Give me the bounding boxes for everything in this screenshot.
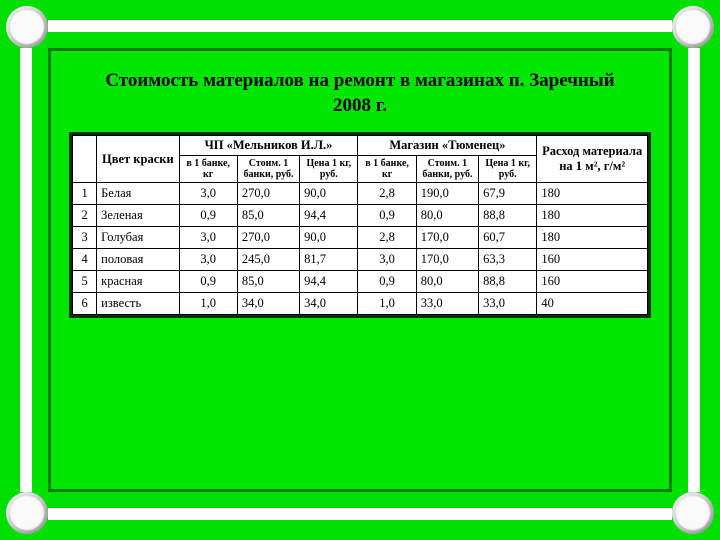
table-row: 1Белая3,0270,090,02,8190,067,9180 bbox=[73, 183, 648, 205]
cell-shop1-kg: 3,0 bbox=[179, 183, 237, 205]
cell-index: 1 bbox=[73, 183, 97, 205]
cell-consumption: 180 bbox=[537, 205, 648, 227]
cell-shop1-price: 94,4 bbox=[300, 271, 358, 293]
cell-shop1-cost: 270,0 bbox=[237, 227, 299, 249]
table-row: 4половая3,0245,081,73,0170,063,3160 bbox=[73, 249, 648, 271]
cell-shop1-price: 34,0 bbox=[300, 293, 358, 315]
cell-shop1-kg: 0,9 bbox=[179, 271, 237, 293]
col-shop1-price: Цена 1 кг, руб. bbox=[300, 156, 358, 183]
corner-rivet-top-left bbox=[6, 6, 48, 48]
materials-table: Цвет краски ЧП «Мельников И.Л.» Магазин … bbox=[72, 135, 648, 315]
corner-rivet-bottom-left bbox=[6, 492, 48, 534]
cell-index: 2 bbox=[73, 205, 97, 227]
materials-table-wrap: Цвет краски ЧП «Мельников И.Л.» Магазин … bbox=[69, 132, 651, 318]
content-panel: Стоимость материалов на ремонт в магазин… bbox=[48, 48, 672, 492]
col-shop1: ЧП «Мельников И.Л.» bbox=[179, 136, 358, 156]
frame-edge-left bbox=[20, 48, 32, 492]
frame-edge-bottom bbox=[48, 508, 672, 520]
cell-shop2-kg: 0,9 bbox=[358, 271, 416, 293]
col-color: Цвет краски bbox=[97, 136, 179, 183]
cell-shop1-kg: 0,9 bbox=[179, 205, 237, 227]
col-shop2-cost: Стоим. 1 банки, руб. bbox=[416, 156, 478, 183]
frame-edge-top bbox=[48, 20, 672, 32]
cell-shop2-cost: 190,0 bbox=[416, 183, 478, 205]
cell-shop1-cost: 245,0 bbox=[237, 249, 299, 271]
cell-shop1-kg: 3,0 bbox=[179, 227, 237, 249]
corner-rivet-bottom-right bbox=[672, 492, 714, 534]
cell-shop2-cost: 80,0 bbox=[416, 271, 478, 293]
col-index bbox=[73, 136, 97, 183]
cell-shop2-price: 33,0 bbox=[479, 293, 537, 315]
cell-shop2-price: 67,9 bbox=[479, 183, 537, 205]
cell-shop2-kg: 2,8 bbox=[358, 227, 416, 249]
cell-shop2-cost: 170,0 bbox=[416, 227, 478, 249]
cell-index: 4 bbox=[73, 249, 97, 271]
cell-shop1-kg: 3,0 bbox=[179, 249, 237, 271]
col-shop2-price: Цена 1 кг, руб. bbox=[479, 156, 537, 183]
cell-color: Зеленая bbox=[97, 205, 179, 227]
materials-tbody: 1Белая3,0270,090,02,8190,067,91802Зелена… bbox=[73, 183, 648, 315]
cell-index: 6 bbox=[73, 293, 97, 315]
title-line-2: 2008 г. bbox=[333, 95, 387, 116]
cell-shop1-cost: 270,0 bbox=[237, 183, 299, 205]
cell-shop1-price: 90,0 bbox=[300, 183, 358, 205]
corner-rivet-top-right bbox=[672, 6, 714, 48]
cell-shop2-price: 60,7 bbox=[479, 227, 537, 249]
cell-color: известь bbox=[97, 293, 179, 315]
cell-shop1-cost: 34,0 bbox=[237, 293, 299, 315]
cell-shop2-price: 88,8 bbox=[479, 271, 537, 293]
table-row: 6известь1,034,034,01,033,033,040 bbox=[73, 293, 648, 315]
table-row: 5красная0,985,094,40,980,088,8160 bbox=[73, 271, 648, 293]
col-shop1-cost: Стоим. 1 банки, руб. bbox=[237, 156, 299, 183]
frame-edge-right bbox=[688, 48, 700, 492]
cell-consumption: 160 bbox=[537, 271, 648, 293]
cell-color: половая bbox=[97, 249, 179, 271]
cell-color: красная bbox=[97, 271, 179, 293]
cell-shop2-kg: 0,9 bbox=[358, 205, 416, 227]
table-row: 3Голубая3,0270,090,02,8170,060,7180 bbox=[73, 227, 648, 249]
cell-shop2-price: 88,8 bbox=[479, 205, 537, 227]
cell-shop2-cost: 80,0 bbox=[416, 205, 478, 227]
col-shop2-kg: в 1 банке, кг bbox=[358, 156, 416, 183]
cell-shop2-kg: 2,8 bbox=[358, 183, 416, 205]
cell-index: 5 bbox=[73, 271, 97, 293]
cell-consumption: 180 bbox=[537, 183, 648, 205]
cell-consumption: 160 bbox=[537, 249, 648, 271]
cell-shop1-price: 81,7 bbox=[300, 249, 358, 271]
col-shop2: Магазин «Тюменец» bbox=[358, 136, 537, 156]
cell-color: Голубая bbox=[97, 227, 179, 249]
cell-shop2-price: 63,3 bbox=[479, 249, 537, 271]
cell-shop1-price: 90,0 bbox=[300, 227, 358, 249]
cell-shop2-cost: 170,0 bbox=[416, 249, 478, 271]
col-shop1-kg: в 1 банке, кг bbox=[179, 156, 237, 183]
cell-shop1-cost: 85,0 bbox=[237, 271, 299, 293]
cell-consumption: 180 bbox=[537, 227, 648, 249]
cell-consumption: 40 bbox=[537, 293, 648, 315]
col-consumption: Расход материала на 1 м², г/м² bbox=[537, 136, 648, 183]
slide-title: Стоимость материалов на ремонт в магазин… bbox=[51, 51, 669, 132]
cell-shop1-kg: 1,0 bbox=[179, 293, 237, 315]
cell-color: Белая bbox=[97, 183, 179, 205]
cell-shop2-kg: 3,0 bbox=[358, 249, 416, 271]
cell-index: 3 bbox=[73, 227, 97, 249]
cell-shop1-cost: 85,0 bbox=[237, 205, 299, 227]
cell-shop2-kg: 1,0 bbox=[358, 293, 416, 315]
title-line-1: Стоимость материалов на ремонт в магазин… bbox=[105, 70, 614, 91]
cell-shop1-price: 94,4 bbox=[300, 205, 358, 227]
table-row: 2Зеленая0,985,094,40,980,088,8180 bbox=[73, 205, 648, 227]
cell-shop2-cost: 33,0 bbox=[416, 293, 478, 315]
